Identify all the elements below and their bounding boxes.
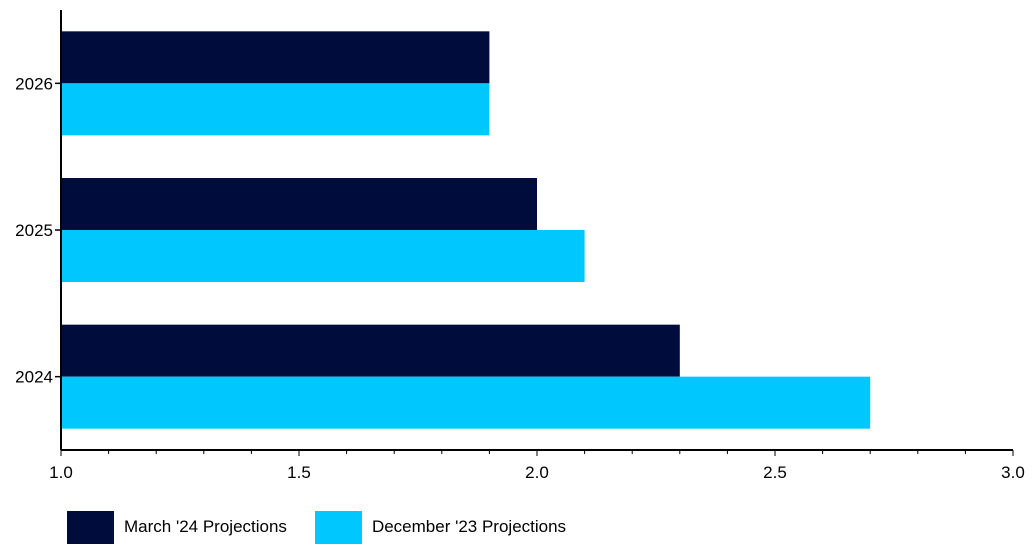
legend-item-march: March '24 Projections <box>67 510 287 544</box>
legend-label-december: December '23 Projections <box>371 517 567 536</box>
legend-label-march: March '24 Projections <box>124 517 287 536</box>
legend-swatch-december <box>314 510 362 544</box>
bar-2024-series-0 <box>61 324 680 377</box>
axes-layer <box>55 10 1014 456</box>
legend-swatch-march <box>67 510 114 544</box>
x-tick-label-1.0: 1.0 <box>49 463 73 482</box>
x-tick-label-3.0: 3.0 <box>1001 463 1025 482</box>
bar-2026-series-1 <box>61 83 490 136</box>
bar-2026-series-0 <box>61 31 490 84</box>
bar-2025-series-1 <box>61 230 585 282</box>
labels-layer: 2026 2025 2024 1.0 1.5 2.0 2.5 3.0 <box>15 74 1025 482</box>
y-tick-label-2026: 2026 <box>15 74 53 93</box>
x-tick-label-1.5: 1.5 <box>287 463 311 482</box>
legend: March '24 Projections December '23 Proje… <box>67 510 566 544</box>
x-tick-label-2.0: 2.0 <box>525 463 549 482</box>
y-tick-label-2025: 2025 <box>15 221 53 240</box>
bar-2024-series-1 <box>61 376 871 429</box>
legend-item-december: December '23 Projections <box>314 510 567 544</box>
y-tick-label-2024: 2024 <box>15 368 53 387</box>
bar-2025-series-0 <box>61 178 537 230</box>
x-tick-label-2.5: 2.5 <box>763 463 787 482</box>
bars-layer <box>61 31 871 429</box>
